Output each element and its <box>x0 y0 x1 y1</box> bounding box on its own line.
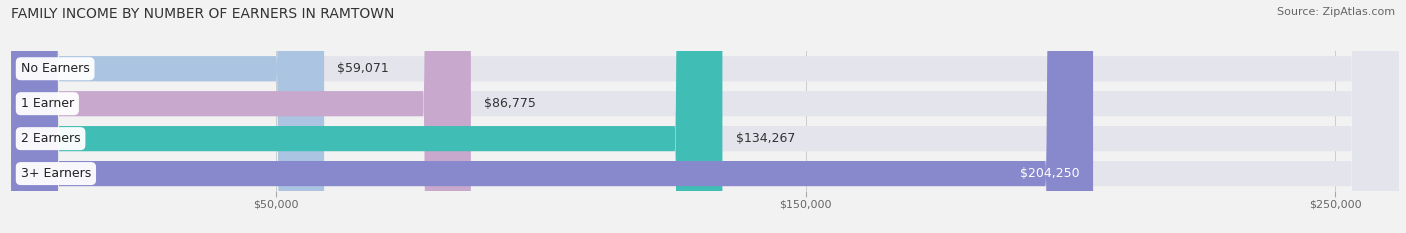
Text: $134,267: $134,267 <box>735 132 794 145</box>
Text: $204,250: $204,250 <box>1021 167 1080 180</box>
FancyBboxPatch shape <box>11 0 1399 233</box>
Text: 1 Earner: 1 Earner <box>21 97 75 110</box>
FancyBboxPatch shape <box>11 0 325 233</box>
Text: Source: ZipAtlas.com: Source: ZipAtlas.com <box>1277 7 1395 17</box>
FancyBboxPatch shape <box>11 0 1399 233</box>
Text: No Earners: No Earners <box>21 62 90 75</box>
Text: 3+ Earners: 3+ Earners <box>21 167 91 180</box>
Text: FAMILY INCOME BY NUMBER OF EARNERS IN RAMTOWN: FAMILY INCOME BY NUMBER OF EARNERS IN RA… <box>11 7 395 21</box>
Text: $86,775: $86,775 <box>484 97 536 110</box>
Text: $59,071: $59,071 <box>337 62 389 75</box>
FancyBboxPatch shape <box>11 0 723 233</box>
FancyBboxPatch shape <box>11 0 1092 233</box>
Text: 2 Earners: 2 Earners <box>21 132 80 145</box>
FancyBboxPatch shape <box>11 0 471 233</box>
FancyBboxPatch shape <box>11 0 1399 233</box>
FancyBboxPatch shape <box>11 0 1399 233</box>
